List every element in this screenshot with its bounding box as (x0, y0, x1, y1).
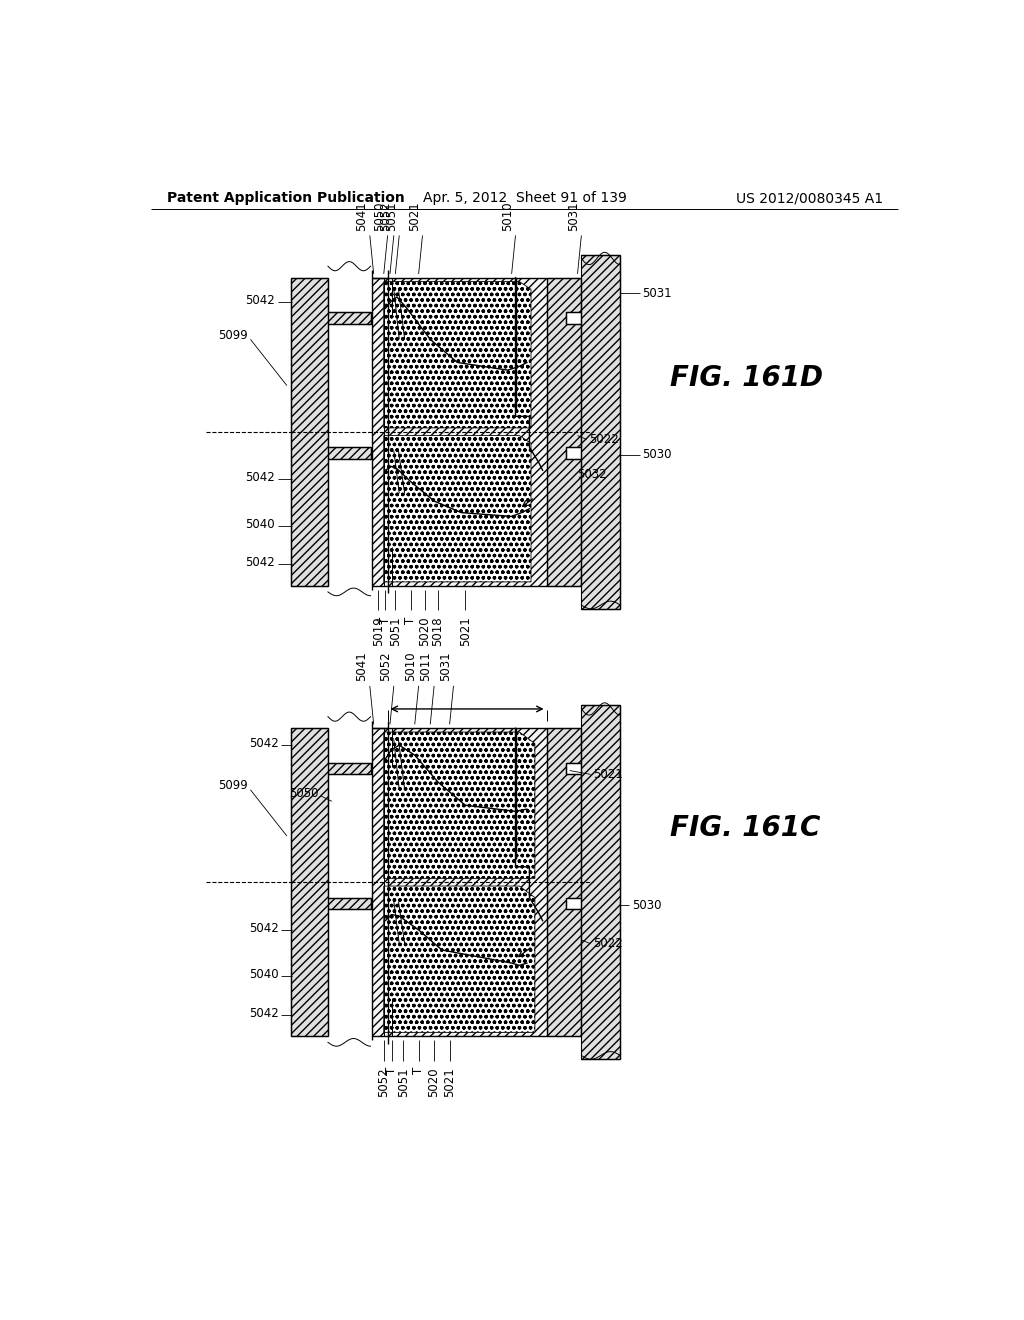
Text: 5020: 5020 (428, 1067, 440, 1097)
Polygon shape (291, 277, 371, 586)
Polygon shape (384, 886, 535, 1032)
Text: 5052: 5052 (379, 652, 392, 681)
Text: 5021: 5021 (459, 616, 472, 647)
Text: 5018: 5018 (431, 616, 444, 647)
Text: 5021: 5021 (443, 1067, 456, 1097)
Polygon shape (582, 255, 621, 609)
Polygon shape (384, 436, 531, 582)
Polygon shape (372, 277, 547, 586)
Text: Apr. 5, 2012  Sheet 91 of 139: Apr. 5, 2012 Sheet 91 of 139 (423, 191, 627, 206)
Text: 5051: 5051 (396, 1067, 410, 1097)
Text: 5099: 5099 (218, 329, 248, 342)
Text: 5042: 5042 (246, 471, 275, 484)
Polygon shape (582, 705, 621, 1059)
Text: 5021: 5021 (593, 768, 623, 781)
Text: 5050: 5050 (289, 787, 318, 800)
Polygon shape (291, 729, 371, 1036)
Text: Patent Application Publication: Patent Application Publication (167, 191, 404, 206)
Polygon shape (384, 281, 531, 428)
Polygon shape (547, 277, 582, 586)
Text: 5020: 5020 (419, 616, 431, 647)
Text: FIG. 161C: FIG. 161C (671, 814, 821, 842)
Text: 5051: 5051 (389, 616, 401, 647)
Text: 5042: 5042 (250, 1007, 280, 1019)
Text: 5031: 5031 (642, 286, 672, 300)
Text: 5052: 5052 (377, 1067, 390, 1097)
Text: 5022: 5022 (589, 433, 618, 446)
Text: 5030: 5030 (642, 449, 672, 462)
Text: T: T (404, 616, 418, 624)
Text: 5019: 5019 (372, 616, 385, 647)
Text: 5052: 5052 (379, 201, 392, 231)
Text: 5051: 5051 (385, 201, 397, 231)
Text: T: T (379, 616, 392, 624)
Text: 5030: 5030 (632, 899, 662, 912)
Text: 5041: 5041 (355, 652, 369, 681)
Text: 5042: 5042 (250, 737, 280, 750)
Text: 5021: 5021 (408, 201, 421, 231)
Text: 5042: 5042 (250, 921, 280, 935)
Text: FIG. 161D: FIG. 161D (671, 364, 823, 392)
Text: 5031: 5031 (567, 201, 580, 231)
Text: 5032: 5032 (578, 467, 607, 480)
Text: 5040: 5040 (246, 517, 275, 531)
Text: 5099: 5099 (218, 779, 248, 792)
Text: 5011: 5011 (420, 652, 432, 681)
Text: T: T (385, 1067, 398, 1074)
Text: 5010: 5010 (501, 201, 514, 231)
Text: T: T (412, 1067, 425, 1074)
Text: 5042: 5042 (246, 294, 275, 308)
Polygon shape (384, 733, 535, 878)
Text: 5022: 5022 (593, 937, 623, 950)
Polygon shape (372, 729, 547, 1036)
Text: 5041: 5041 (355, 201, 369, 231)
Text: 5040: 5040 (250, 968, 280, 981)
Text: 5050: 5050 (373, 201, 386, 231)
Text: 5010: 5010 (404, 652, 417, 681)
Text: 5042: 5042 (246, 556, 275, 569)
Text: US 2012/0080345 A1: US 2012/0080345 A1 (735, 191, 883, 206)
Text: 5031: 5031 (439, 652, 452, 681)
Polygon shape (547, 729, 582, 1036)
